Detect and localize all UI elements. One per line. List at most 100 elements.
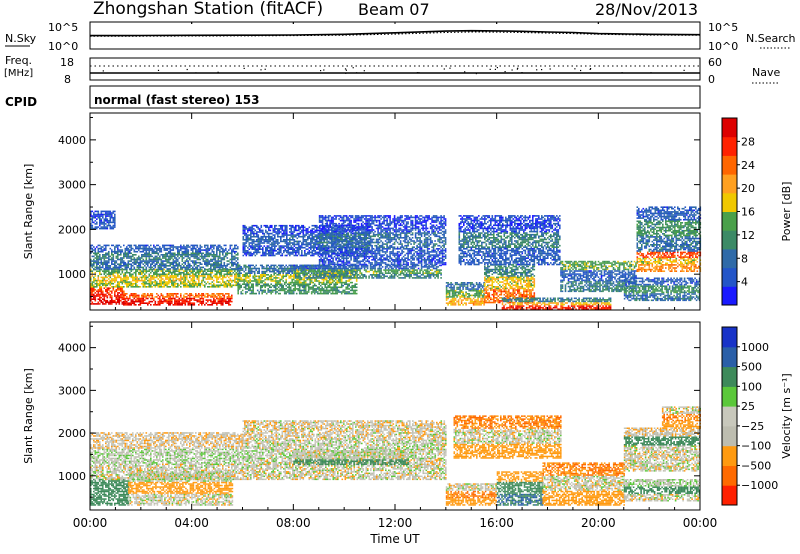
heat-cell bbox=[209, 283, 211, 285]
heat-cell bbox=[339, 291, 341, 293]
heat-cell bbox=[98, 285, 100, 287]
heat-cell bbox=[262, 250, 264, 252]
heat-cell bbox=[185, 267, 187, 269]
heat-cell bbox=[153, 268, 155, 270]
heat-cell bbox=[102, 281, 104, 283]
heat-cell bbox=[270, 253, 272, 255]
heat-cell bbox=[168, 302, 170, 304]
heat-cell bbox=[255, 269, 257, 271]
heat-cell bbox=[149, 267, 151, 269]
heat-cell bbox=[224, 262, 226, 264]
heat-cell bbox=[104, 280, 106, 282]
heat-cell bbox=[179, 280, 181, 282]
nsky-tick-bottom: 10^0 bbox=[48, 40, 78, 53]
heat-cell bbox=[353, 276, 355, 278]
heat-cell bbox=[240, 287, 242, 289]
heat-cell bbox=[322, 268, 324, 270]
heat-cell bbox=[134, 254, 136, 256]
heat-cell bbox=[120, 269, 122, 271]
heat-cell bbox=[262, 242, 264, 244]
heat-cell bbox=[248, 290, 250, 292]
heat-cell bbox=[328, 266, 330, 268]
heat-cell bbox=[317, 266, 319, 268]
heat-cell bbox=[276, 250, 278, 252]
heat-cell bbox=[131, 260, 133, 262]
heat-cell bbox=[329, 272, 331, 274]
heat-cell bbox=[119, 287, 121, 289]
heat-cell bbox=[131, 263, 133, 265]
heat-cell bbox=[328, 276, 330, 278]
heat-cell bbox=[333, 280, 335, 282]
heat-cell bbox=[267, 288, 269, 290]
heat-cell bbox=[125, 280, 127, 282]
heat-cell bbox=[122, 281, 124, 283]
heat-cell bbox=[321, 279, 323, 281]
heat-cell bbox=[117, 295, 119, 297]
heat-cell bbox=[329, 268, 331, 270]
heat-cell bbox=[230, 259, 232, 261]
heat-cell bbox=[245, 266, 247, 268]
heat-cell bbox=[146, 268, 148, 270]
heat-cell bbox=[114, 270, 116, 272]
heat-cell bbox=[255, 230, 257, 232]
heat-cell bbox=[240, 268, 242, 270]
heat-cell bbox=[310, 252, 312, 254]
heat-cell bbox=[185, 249, 187, 251]
heat-cell bbox=[168, 277, 170, 279]
heat-cell bbox=[125, 254, 127, 256]
heat-cell bbox=[307, 236, 309, 238]
heat-cell bbox=[201, 298, 203, 300]
heat-cell bbox=[159, 302, 161, 304]
heat-cell bbox=[110, 303, 112, 305]
heat-cell bbox=[284, 288, 286, 290]
heat-cell bbox=[119, 300, 121, 302]
heat-cell bbox=[294, 290, 296, 292]
heat-cell bbox=[246, 276, 248, 278]
heat-cell bbox=[296, 265, 298, 267]
heat-cell bbox=[307, 269, 309, 271]
heat-cell bbox=[261, 291, 263, 293]
heat-cell bbox=[293, 277, 295, 279]
heat-cell bbox=[297, 250, 299, 252]
heat-cell bbox=[297, 230, 299, 232]
heat-cell bbox=[132, 301, 134, 303]
heat-cell bbox=[270, 276, 272, 278]
heat-cell bbox=[191, 260, 193, 262]
heat-cell bbox=[272, 271, 274, 273]
heat-cell bbox=[277, 244, 279, 246]
heat-cell bbox=[338, 268, 340, 270]
heat-cell bbox=[149, 256, 151, 258]
heat-cell bbox=[207, 251, 209, 253]
heat-cell bbox=[327, 287, 329, 289]
nsearch-tick-top: 10^5 bbox=[708, 21, 738, 34]
heat-cell bbox=[200, 267, 202, 269]
heat-cell bbox=[209, 270, 211, 272]
heat-cell bbox=[221, 257, 223, 259]
heat-cell bbox=[93, 285, 95, 287]
heat-cell bbox=[306, 253, 308, 255]
heat-cell bbox=[257, 280, 259, 282]
heat-cell bbox=[161, 254, 163, 256]
heat-cell bbox=[95, 260, 97, 262]
heat-cell bbox=[171, 257, 173, 259]
heat-cell bbox=[231, 251, 233, 253]
heat-cell bbox=[150, 265, 152, 267]
heat-cell bbox=[171, 277, 173, 279]
heat-cell bbox=[147, 283, 149, 285]
heat-cell bbox=[247, 250, 249, 252]
heat-cell bbox=[227, 274, 229, 276]
heat-cell bbox=[155, 265, 157, 267]
heat-cell bbox=[209, 304, 211, 306]
heat-cell bbox=[346, 269, 348, 271]
heat-cell bbox=[120, 263, 122, 265]
nave-dot bbox=[346, 70, 347, 71]
heat-cell bbox=[303, 244, 305, 246]
heat-cell bbox=[140, 299, 142, 301]
heat-cell bbox=[179, 301, 181, 303]
heat-cell bbox=[114, 263, 116, 265]
heat-cell bbox=[212, 269, 214, 271]
heat-cell bbox=[260, 287, 262, 289]
heat-cell bbox=[249, 255, 251, 257]
heat-cell bbox=[101, 267, 103, 269]
heat-cell bbox=[258, 291, 260, 293]
